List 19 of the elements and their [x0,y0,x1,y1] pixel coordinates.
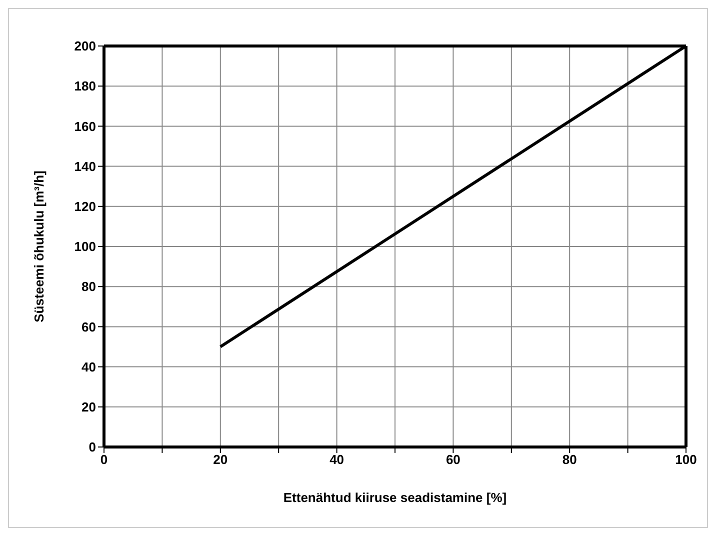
y-tick-label: 160 [74,118,96,134]
y-tick-label: 60 [82,319,96,334]
x-tick-label: 40 [330,452,344,468]
y-tick-label: 180 [74,78,96,94]
x-axis-title: Ettenähtud kiiruse seadistamine [%] [283,490,507,505]
x-tick-label: 20 [213,452,228,468]
y-tick-label: 0 [88,440,96,455]
y-tick-label: 200 [74,38,96,54]
x-tick-label: 0 [100,452,108,468]
y-tick-label: 80 [82,279,96,294]
y-tick-label: 100 [74,239,96,254]
y-tick-label: 20 [82,400,96,415]
x-tick-label: 100 [675,452,697,468]
x-tick-label: 60 [446,452,460,468]
y-axis-title: Süsteemi õhukulu [m³/h] [32,170,47,322]
y-tick-label: 140 [74,158,96,174]
x-tick-label: 80 [562,452,577,468]
y-tick-label: 120 [74,199,96,214]
y-tick-label: 40 [82,359,96,374]
